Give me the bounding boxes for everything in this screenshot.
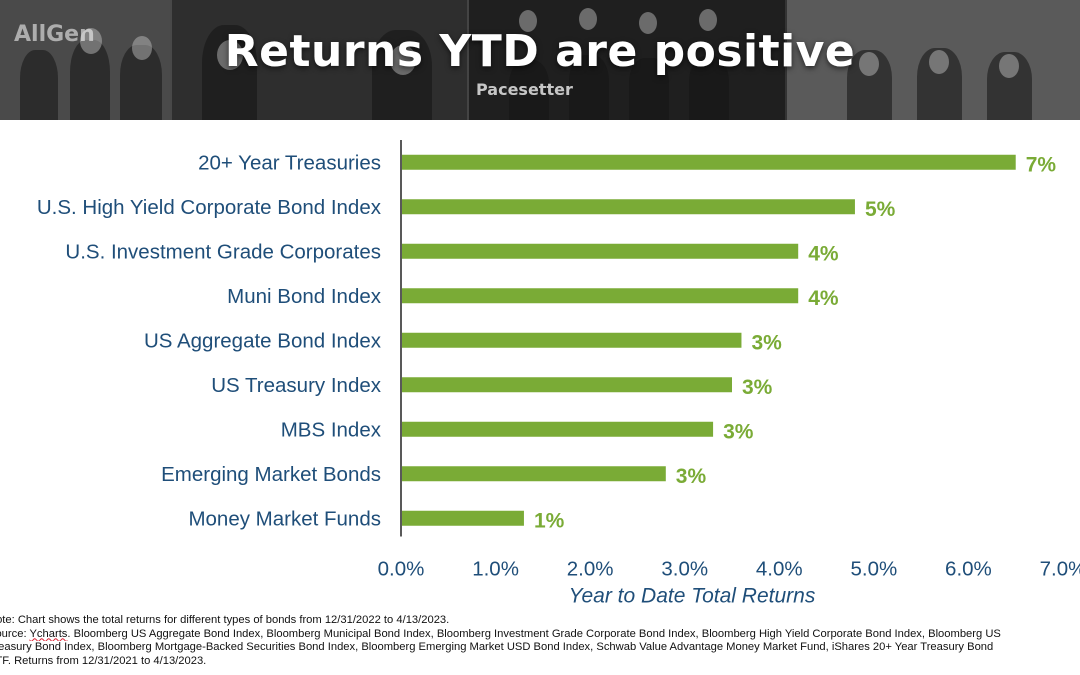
note-line: Note: Chart shows the total returns for … <box>0 614 450 626</box>
banner-photo <box>787 0 1080 120</box>
source-text: . Bloomberg US Aggregate Bond Index, Blo… <box>67 627 1001 640</box>
bar-chart: 20+ Year Treasuries U.S. High Yield Corpo… <box>37 140 1080 608</box>
category-label: MBS Index <box>281 418 382 441</box>
bar <box>402 377 732 393</box>
bar <box>402 466 666 482</box>
data-label: 4% <box>808 242 839 265</box>
x-tick-label: 4.0% <box>756 558 803 581</box>
banner-sign-text: Pacesetter <box>476 80 573 99</box>
slide-title: Returns YTD are positive <box>224 26 856 77</box>
bar <box>402 154 1016 170</box>
data-label: 3% <box>751 331 782 354</box>
x-tick-label: 5.0% <box>850 558 897 581</box>
category-label: Muni Bond Index <box>227 285 382 308</box>
category-label: U.S. High Yield Corporate Bond Index <box>37 196 382 219</box>
x-tick-label: 6.0% <box>945 558 992 581</box>
x-tick-label: 1.0% <box>472 558 519 581</box>
x-tick-label: 0.0% <box>378 558 425 581</box>
source-prefix: Source: <box>0 627 27 640</box>
bars <box>402 154 1016 526</box>
data-label: 1% <box>534 509 565 532</box>
data-label: 5% <box>865 198 896 221</box>
category-label: US Aggregate Bond Index <box>144 329 382 352</box>
chart-notes: Note: Chart shows the total returns for … <box>0 614 1080 668</box>
x-tick-label: 7.0% <box>1040 558 1080 581</box>
data-label: 3% <box>742 376 773 399</box>
bar <box>402 332 742 348</box>
category-label: U.S. Investment Grade Corporates <box>65 240 381 263</box>
bar <box>402 510 524 526</box>
category-label: Emerging Market Bonds <box>161 463 381 486</box>
banner-photo <box>172 0 467 120</box>
data-label: 3% <box>676 465 707 488</box>
category-label: US Treasury Index <box>211 374 382 397</box>
bar <box>402 288 799 304</box>
source-line-continued: Treasury Bond Index, Bloomberg Mortgage-… <box>0 641 994 654</box>
x-tick-label: 3.0% <box>661 558 708 581</box>
source-link: Ycharts <box>29 627 68 640</box>
data-label: 4% <box>808 287 839 310</box>
x-tick-labels: 0.0% 1.0% 2.0% 3.0% 4.0% 5.0% 6.0% 7.0% <box>378 558 1080 581</box>
note-line-returns: ETF. Returns from 12/31/2021 to 4/13/202… <box>0 654 207 667</box>
x-axis-label: Year to Date Total Returns <box>569 585 816 608</box>
category-labels: 20+ Year Treasuries U.S. High Yield Corpo… <box>37 151 382 530</box>
source-line: Source: Ycharts. Bloomberg US Aggregate … <box>0 628 1080 642</box>
bar <box>402 199 855 215</box>
data-label: 3% <box>723 420 754 443</box>
banner-photo <box>0 0 170 120</box>
data-label: 7% <box>1026 153 1057 176</box>
banner-logo-text: AllGen <box>14 22 95 47</box>
bar <box>402 421 714 437</box>
x-tick-label: 2.0% <box>567 558 614 581</box>
category-label: 20+ Year Treasuries <box>198 151 381 174</box>
header-banner: AllGen Pacesetter Returns YTD are positi… <box>0 0 1080 120</box>
category-label: Money Market Funds <box>188 507 381 530</box>
bar <box>402 243 799 259</box>
value-labels: 7% 5% 4% 4% 3% 3% 3% 3% 1% <box>534 153 1056 532</box>
banner-photo <box>469 0 785 120</box>
